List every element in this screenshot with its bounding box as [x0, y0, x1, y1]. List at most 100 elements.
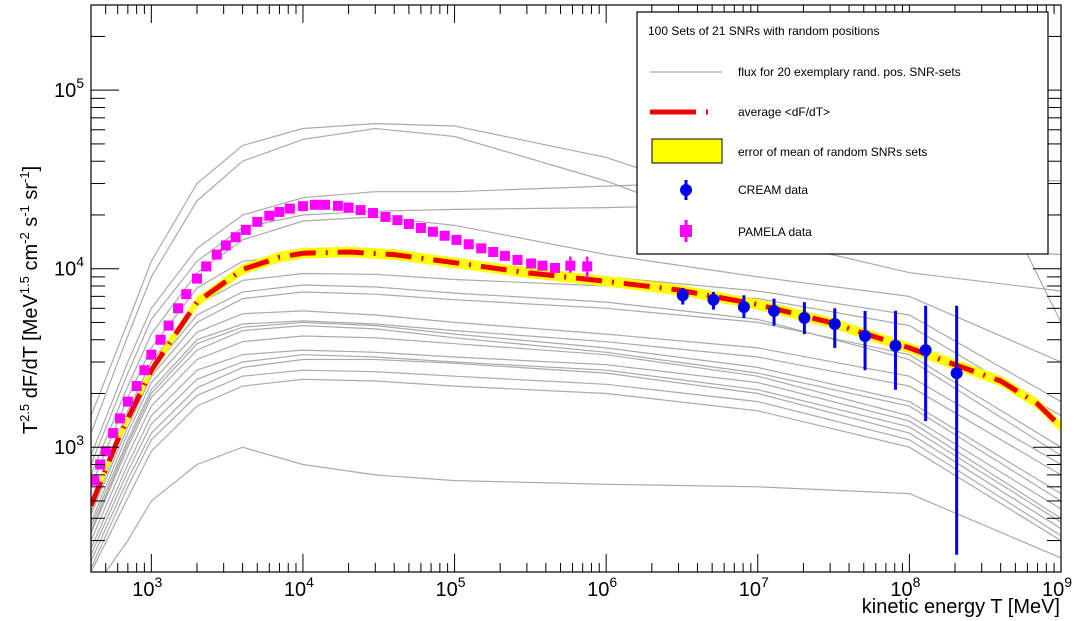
- tick-exponent: 8: [913, 574, 921, 590]
- grey-curve: [91, 291, 1061, 515]
- cream-point: [707, 293, 720, 306]
- pamela-point: [181, 289, 192, 300]
- average-curve: [91, 249, 1061, 507]
- pamela-point: [146, 349, 157, 360]
- legend-label-pamela: PAMELA data: [738, 225, 812, 239]
- pamela-point: [427, 226, 438, 237]
- grey-curve: [91, 320, 1061, 527]
- x-tick-label: 107: [739, 574, 769, 601]
- cream-point: [676, 289, 689, 302]
- y-label-part: T: [20, 422, 42, 434]
- legend-title: 100 Sets of 21 SNRs with random position…: [648, 24, 879, 38]
- pamela-point: [439, 230, 450, 241]
- y-label-part: -1: [17, 171, 32, 183]
- pamela-series: [91, 199, 593, 486]
- y-label-part: ]: [20, 166, 42, 172]
- pamela-point: [332, 200, 343, 211]
- pamela-point: [114, 413, 125, 424]
- y-label-part: dF/dT [MeV: [20, 294, 42, 404]
- legend: 100 Sets of 21 SNRs with random position…: [636, 11, 1049, 255]
- tick-exponent: 3: [155, 574, 163, 590]
- y-tick-label: 103: [54, 432, 84, 459]
- legend-label-grey: flux for 20 exemplary rand. pos. SNR-set…: [738, 65, 961, 79]
- legend-label-cream: CREAM data: [738, 183, 808, 197]
- tick-base: 10: [284, 579, 306, 601]
- grey-curve: [105, 446, 1061, 572]
- cream-point: [768, 304, 781, 317]
- grey-curve: [91, 369, 1061, 569]
- cream-point: [859, 329, 872, 342]
- y-label-part: 2.5: [17, 404, 32, 422]
- pamela-point: [230, 232, 241, 243]
- tick-exponent: 5: [76, 75, 84, 91]
- pamela-point: [252, 216, 263, 227]
- pamela-point: [155, 334, 166, 345]
- pamela-point: [139, 365, 150, 376]
- legend-swatch-yellow-band: [651, 138, 723, 164]
- plot-frame: [90, 4, 1062, 573]
- pamela-point: [173, 303, 184, 314]
- y-label-part: sr: [20, 183, 42, 206]
- pamela-point: [476, 243, 487, 254]
- pamela-point: [264, 210, 275, 221]
- pamela-point: [100, 446, 111, 457]
- cream-point: [950, 367, 963, 380]
- tick-exponent: 7: [761, 574, 769, 590]
- tick-exponent: 4: [76, 254, 84, 270]
- pamela-point: [368, 208, 379, 219]
- pamela-point: [201, 261, 212, 272]
- tick-exponent: 5: [458, 574, 466, 590]
- grey-curve: [91, 335, 1061, 541]
- x-tick-label: 105: [436, 574, 466, 601]
- grey-curves: [91, 122, 1061, 572]
- cream-series: [676, 287, 963, 555]
- pamela-point: [297, 201, 308, 212]
- pamela-point: [499, 250, 510, 261]
- pamela-point: [565, 260, 576, 271]
- pamela-point: [320, 199, 331, 210]
- pamela-point: [451, 234, 462, 245]
- tick-base: 10: [436, 579, 458, 601]
- y-tick-label: 104: [54, 254, 84, 281]
- tick-exponent: 3: [76, 432, 84, 448]
- pamela-point: [403, 218, 414, 229]
- tick-base: 10: [1042, 579, 1064, 601]
- pamela-point: [240, 224, 251, 235]
- pamela-point: [274, 206, 285, 217]
- pamela-point: [380, 211, 391, 222]
- pamela-point: [355, 205, 366, 216]
- x-tick-label: 104: [284, 574, 314, 601]
- grey-curve: [91, 321, 1061, 532]
- grey-curve: [91, 310, 1061, 523]
- pamela-point: [392, 215, 403, 226]
- pamela-point: [191, 273, 202, 284]
- y-axis-label: T2.5 dF/dT [MeV1.5 cm-2 s-1 sr-1]: [17, 166, 42, 434]
- pamela-point: [512, 254, 523, 265]
- pamela-point: [415, 223, 426, 234]
- pamela-point: [131, 381, 142, 392]
- cream-point: [919, 344, 932, 357]
- cream-point: [828, 318, 841, 331]
- x-tick-label: 106: [587, 574, 617, 601]
- legend-label-band: error of mean of random SNRs sets: [738, 145, 927, 159]
- tick-exponent: 9: [1064, 574, 1072, 590]
- pamela-point: [343, 202, 354, 213]
- cream-point: [798, 311, 811, 324]
- tick-exponent: 4: [306, 574, 314, 590]
- legend-label-average: average <dF/dT>: [738, 105, 830, 119]
- y-label-part: 1.5: [17, 276, 32, 294]
- pamela-point: [108, 428, 119, 439]
- pamela-point: [550, 262, 561, 273]
- tick-base: 10: [890, 579, 912, 601]
- cream-point: [889, 339, 902, 352]
- legend-swatch-magenta-square: [680, 225, 692, 237]
- legend-swatch-blue-circle: [680, 184, 692, 196]
- pamela-point: [488, 247, 499, 258]
- y-label-part: s: [20, 217, 42, 233]
- x-tick-label: 103: [132, 574, 162, 601]
- y-tick-label: 105: [54, 75, 84, 102]
- grey-curve: [91, 324, 1061, 534]
- cream-point: [737, 301, 750, 314]
